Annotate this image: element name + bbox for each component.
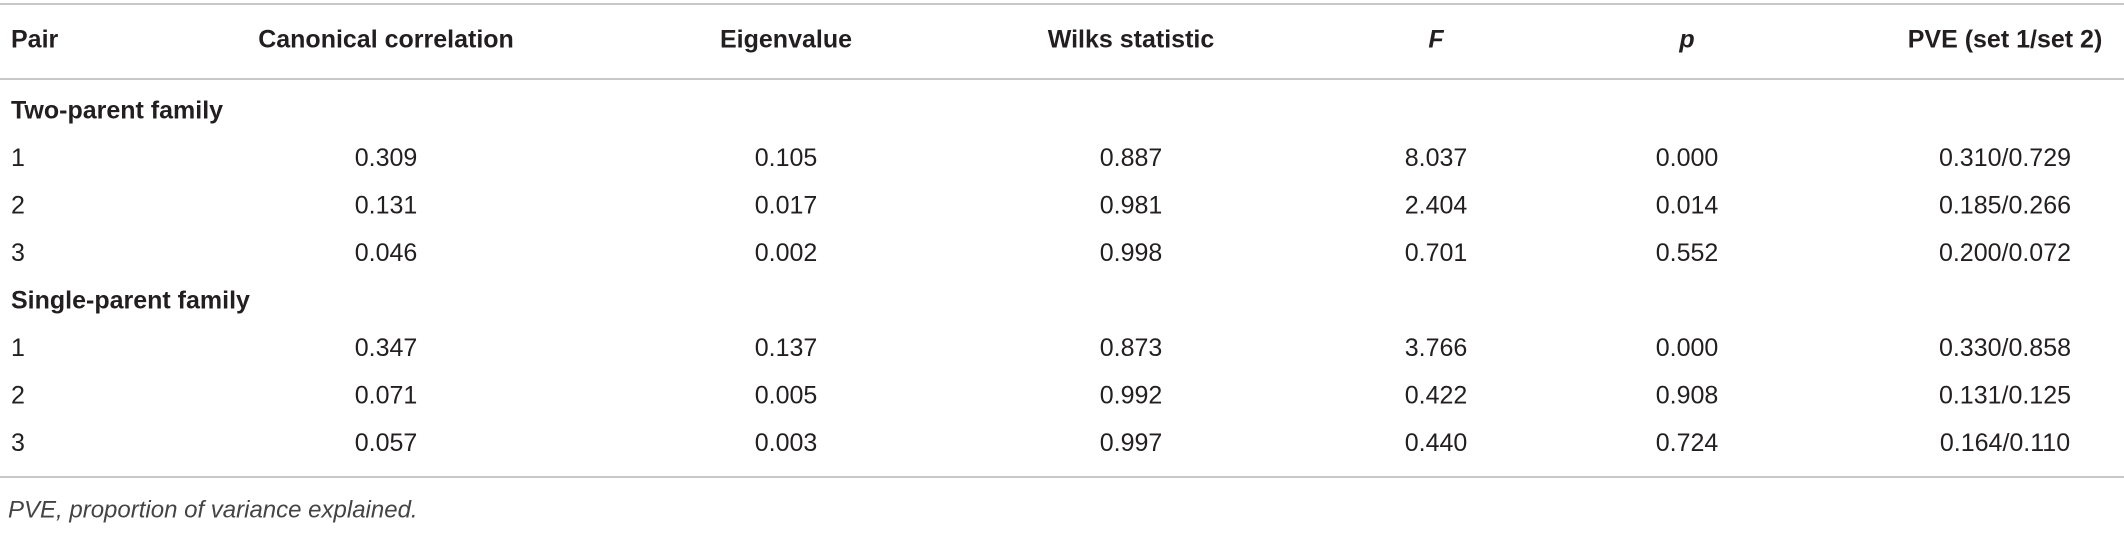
table-cell: 0.997 bbox=[1100, 429, 1163, 457]
table-cell: 0.000 bbox=[1656, 144, 1719, 172]
table-cell: 0.185/0.266 bbox=[1939, 192, 2071, 220]
table-cell: 0.701 bbox=[1405, 239, 1468, 267]
table-cell: 0.908 bbox=[1656, 382, 1719, 410]
table-cell: 0.002 bbox=[755, 239, 818, 267]
table-cell: 0.071 bbox=[355, 382, 418, 410]
table-cell: 0.164/0.110 bbox=[1940, 429, 2070, 457]
group-label: Single-parent family bbox=[11, 287, 250, 315]
table-cell: 0.003 bbox=[755, 429, 818, 457]
table-cell: 0.046 bbox=[355, 239, 418, 267]
header-cell: Wilks statistic bbox=[1048, 26, 1215, 54]
header-cell: Eigenvalue bbox=[720, 26, 852, 54]
table-cell: 0.998 bbox=[1100, 239, 1163, 267]
table-cell: 0.105 bbox=[755, 144, 818, 172]
table-cell: 1 bbox=[11, 334, 25, 362]
table-cell: 0.552 bbox=[1656, 239, 1719, 267]
table-cell: 0.887 bbox=[1100, 144, 1163, 172]
table-cell: 0.981 bbox=[1100, 192, 1163, 220]
table-cell: 0.000 bbox=[1656, 334, 1719, 362]
footnote: PVE, proportion of variance explained. bbox=[8, 496, 418, 523]
table-cell: 3 bbox=[11, 429, 25, 457]
header-cell: F bbox=[1428, 26, 1444, 54]
table-cell: 0.422 bbox=[1405, 382, 1468, 410]
header-cell: Pair bbox=[11, 26, 59, 54]
table-cell: 2 bbox=[11, 382, 25, 410]
table-cell: 0.200/0.072 bbox=[1939, 239, 2071, 267]
table-cell: 0.310/0.729 bbox=[1939, 144, 2071, 172]
group-label: Two-parent family bbox=[11, 97, 223, 125]
table-cell: 0.309 bbox=[355, 144, 418, 172]
table-cell: 8.037 bbox=[1405, 144, 1468, 172]
header-cell: p bbox=[1678, 26, 1694, 54]
table-cell: 2.404 bbox=[1405, 192, 1468, 220]
table-cell: 0.873 bbox=[1100, 334, 1163, 362]
table-cell: 0.017 bbox=[755, 192, 818, 220]
table-cell: 1 bbox=[11, 144, 25, 172]
table-cell: 0.992 bbox=[1100, 382, 1163, 410]
table-cell: 0.131 bbox=[355, 192, 418, 220]
table-cell: 0.005 bbox=[755, 382, 818, 410]
table-cell: 0.057 bbox=[355, 429, 418, 457]
table-cell: 0.014 bbox=[1656, 192, 1719, 220]
table-cell: 0.724 bbox=[1656, 429, 1719, 457]
header-cell: PVE (set 1/set 2) bbox=[1908, 26, 2103, 54]
header-cell: Canonical correlation bbox=[258, 26, 514, 54]
table-cell: 3.766 bbox=[1405, 334, 1468, 362]
table-cell: 0.131/0.125 bbox=[1939, 382, 2071, 410]
table-cell: 0.137 bbox=[755, 334, 818, 362]
table-cell: 0.440 bbox=[1405, 429, 1468, 457]
table-cell: 0.347 bbox=[355, 334, 418, 362]
table-cell: 2 bbox=[11, 192, 25, 220]
table-cell: 0.330/0.858 bbox=[1939, 334, 2071, 362]
table-cell: 3 bbox=[11, 239, 25, 267]
